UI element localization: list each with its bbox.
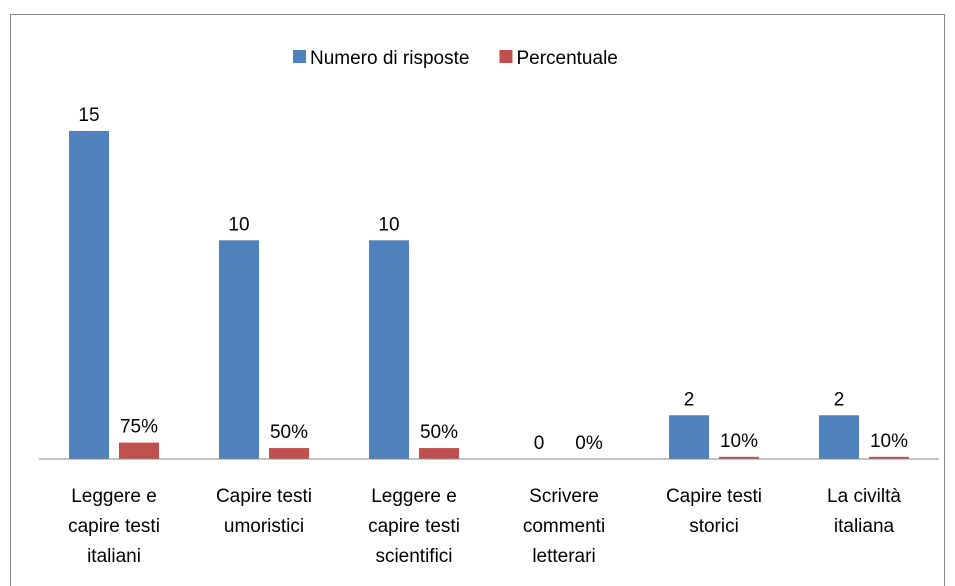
- x-tick-label: Capire testi storici: [665, 486, 763, 537]
- bar: [669, 415, 709, 459]
- bar: [419, 448, 459, 459]
- legend-label: Percentuale: [516, 48, 617, 69]
- data-label: 10: [378, 214, 399, 235]
- data-label: 0: [534, 433, 545, 454]
- data-label: 50%: [420, 422, 458, 443]
- x-tick-label: Leggere e capire testi scientifici: [368, 486, 460, 567]
- data-label: 10%: [720, 431, 758, 452]
- bar: [69, 130, 109, 459]
- bar: [719, 456, 759, 459]
- data-label: 2: [684, 389, 695, 410]
- data-label: 10%: [870, 431, 908, 452]
- legend-swatch: [499, 50, 513, 63]
- chart-border: [10, 14, 945, 586]
- bar: [219, 240, 259, 459]
- data-label: 10: [228, 214, 249, 235]
- x-tick-label: Scrivere commenti letterari: [522, 486, 606, 567]
- bar: [869, 456, 909, 459]
- data-label: 0%: [575, 433, 603, 454]
- x-tick-label: Leggere e capire testi italiani: [68, 486, 160, 567]
- bar: [369, 240, 409, 459]
- legend-label: Numero di risposte: [310, 48, 469, 69]
- x-tick-label: Capire testi umoristici: [215, 486, 313, 537]
- bar: [119, 442, 159, 459]
- bar: [269, 448, 309, 459]
- legend-swatch: [293, 50, 306, 63]
- data-label: 2: [834, 389, 845, 410]
- data-label: 75%: [120, 417, 158, 438]
- data-label: 15: [78, 105, 99, 126]
- data-label: 50%: [270, 422, 308, 443]
- bar: [819, 415, 859, 459]
- x-tick-label: La civiltà italiana: [827, 486, 901, 537]
